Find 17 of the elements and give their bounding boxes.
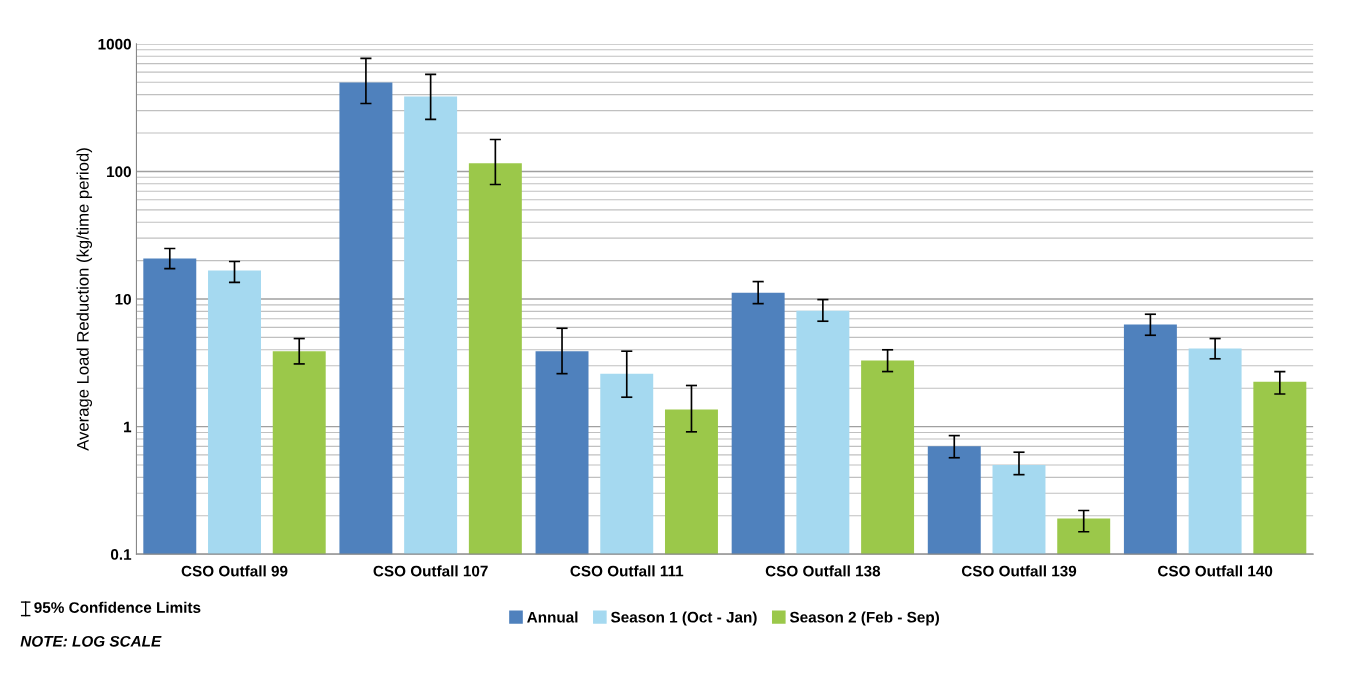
text: 95% Confidence Limits [34, 601, 201, 613]
x-tick-label: CSO Outfall 111 [570, 565, 684, 577]
legend-label: Season 2 (Feb - Sep) [789, 611, 939, 626]
y-tick-label: 1 [124, 421, 132, 433]
x-tick-label: CSO Outfall 99 [181, 565, 288, 577]
y-tick-label: 1000 [98, 38, 131, 50]
y-tick-label: 10 [115, 293, 131, 305]
x-tick-label: CSO Outfall 138 [765, 565, 881, 577]
y-axis-title: Average Load Reduction (kg/time period) [76, 148, 93, 451]
x-tick-label: CSO Outfall 107 [373, 565, 488, 577]
y-tick-label: 100 [107, 166, 131, 178]
y-tick-label: 0.1 [110, 549, 132, 560]
x-tick-label: CSO Outfall 139 [961, 565, 1077, 577]
legend-label: Season 1 (Oct - Jan) [610, 611, 757, 626]
text: NOTE: LOG SCALE [20, 635, 162, 647]
x-tick-label: CSO Outfall 140 [1158, 565, 1273, 577]
legend-label: Annual [527, 611, 578, 623]
